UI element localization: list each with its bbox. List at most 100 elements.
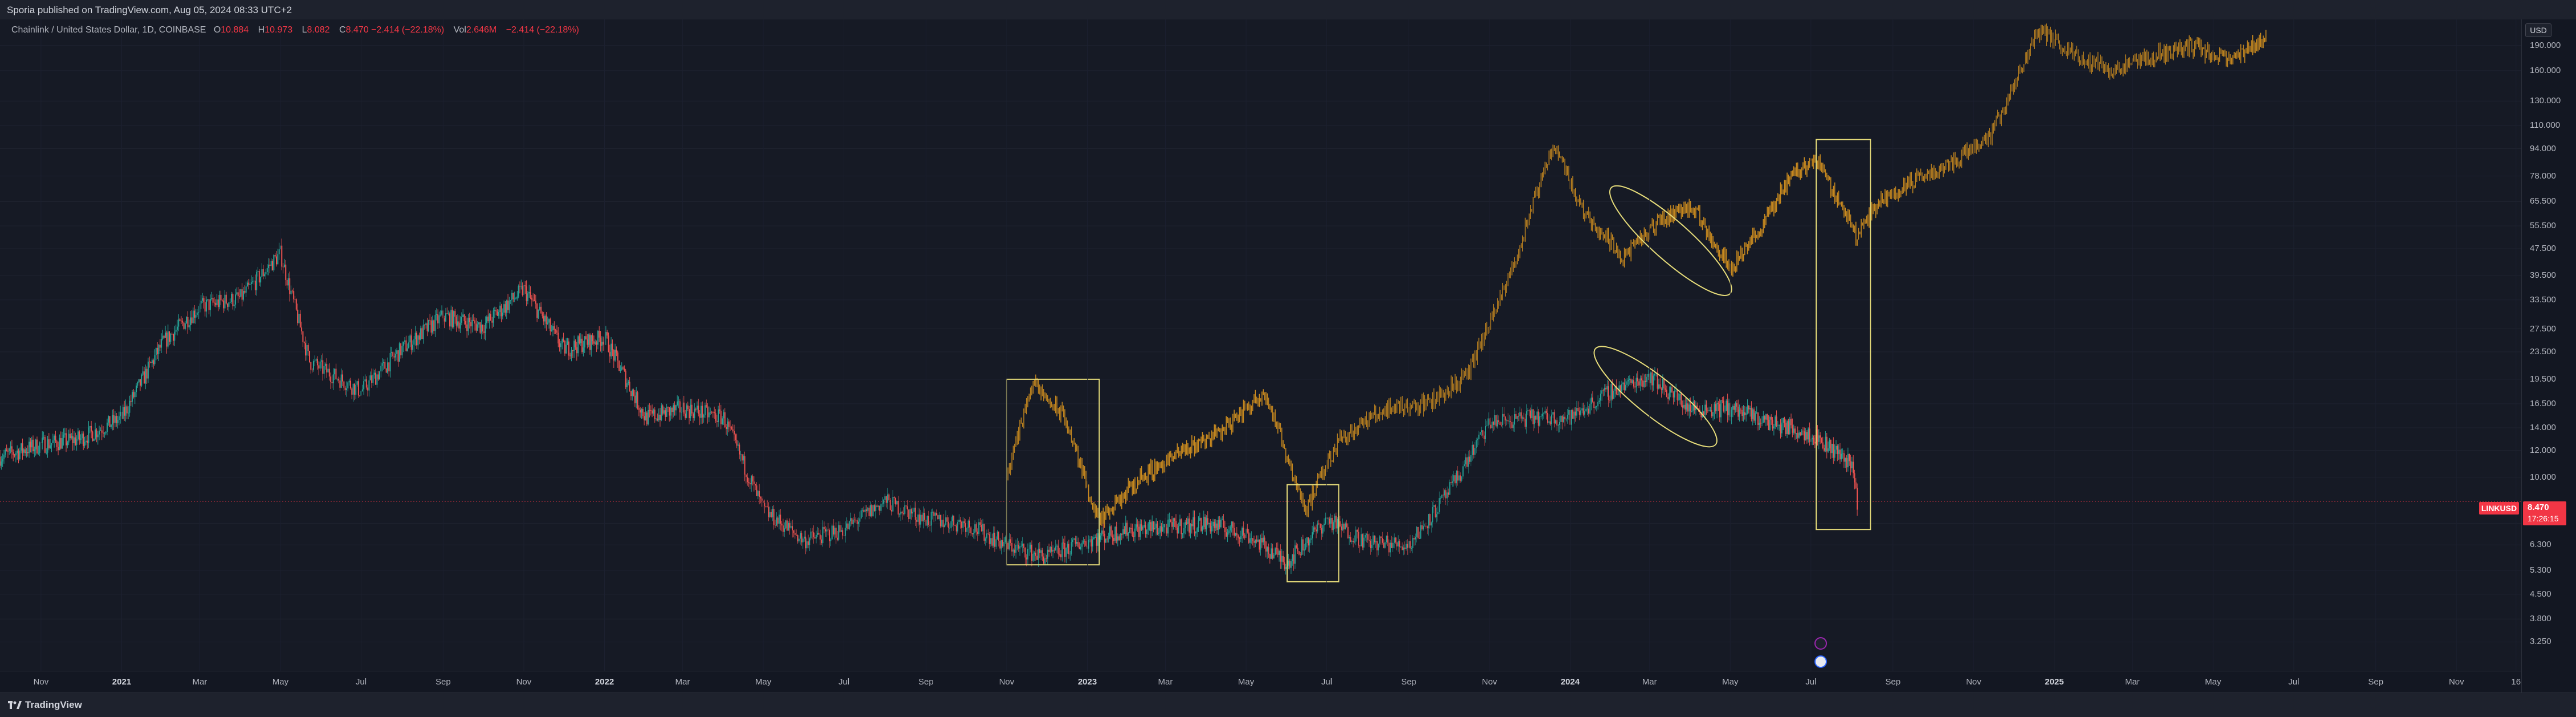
candle-body (799, 533, 801, 539)
candle-body (821, 539, 823, 544)
candle-body (809, 538, 811, 545)
candle-body (1503, 414, 1505, 417)
candle-body (814, 537, 816, 539)
candle-body (1855, 482, 1857, 488)
candle-body (1142, 526, 1143, 530)
candle-body (114, 416, 116, 423)
candle-body (897, 501, 899, 515)
candle-body (550, 319, 551, 331)
candle-body (142, 371, 144, 375)
candle-body (1718, 403, 1719, 404)
candle-body (1847, 453, 1849, 468)
candle-body (381, 363, 383, 366)
candle-body (375, 372, 377, 385)
price-scale[interactable]: 190.000 160.000 130.000 110.000 94.000 78.000… (2521, 19, 2576, 692)
candle-body (138, 379, 140, 383)
time-tick-label: May (2205, 677, 2221, 687)
candle-body (670, 407, 672, 416)
candle-body (1455, 471, 1457, 484)
candle-body (1429, 514, 1431, 526)
chart-pane[interactable] (0, 19, 2521, 692)
candle-body (436, 314, 437, 315)
event-marker-icon[interactable] (1814, 637, 1827, 650)
candle-body (1378, 544, 1379, 550)
candle-body (1330, 517, 1332, 524)
candle-body (89, 426, 91, 428)
candle-body (1593, 402, 1595, 408)
candle-body (1714, 404, 1715, 412)
candle-body (1421, 525, 1423, 530)
tradingview-logo[interactable]: TradingView (8, 699, 82, 711)
candle-body (1647, 374, 1649, 377)
candle-body (1444, 490, 1446, 496)
candle-body (355, 384, 357, 395)
candle-body (1315, 529, 1317, 532)
candle-body (429, 319, 431, 321)
price-chart[interactable] (0, 19, 2521, 671)
candle-body (270, 261, 272, 266)
candle-body (847, 523, 849, 529)
time-tick-label: Jul (2288, 677, 2300, 687)
candle-body (194, 310, 196, 318)
candle-body (698, 406, 699, 414)
candle-body (1592, 397, 1593, 402)
symbol-description[interactable]: Chainlink / United States Dollar, 1D, CO… (11, 25, 206, 35)
candle-body (546, 315, 547, 324)
candle-body (1186, 522, 1187, 524)
candle-body (727, 421, 729, 430)
candle-body (564, 341, 565, 354)
candle-body (945, 517, 947, 525)
candle-body (264, 274, 266, 277)
candle-body (1014, 549, 1015, 553)
candle-body (499, 305, 501, 313)
candle-body (1525, 411, 1527, 427)
candle-body (1130, 528, 1132, 529)
candle-body (1801, 430, 1802, 436)
candle-body (524, 285, 526, 287)
candle-body (1645, 380, 1646, 382)
candle-body (1584, 411, 1586, 415)
candle-body (1700, 412, 1702, 418)
candle-body (953, 516, 955, 525)
candle-body (290, 290, 292, 294)
candle-body (1627, 379, 1629, 382)
candle-body (368, 380, 370, 391)
candle-body (1594, 407, 1596, 408)
candle-body (1744, 412, 1745, 415)
candle-body (1833, 444, 1834, 458)
candle-body (393, 356, 395, 358)
candle-body (1688, 404, 1690, 412)
candle-body (671, 407, 673, 412)
candle-body (1113, 537, 1114, 541)
candle-body (2, 459, 3, 462)
candle-body (725, 427, 727, 430)
candle-body (1496, 420, 1498, 427)
time-scale[interactable]: Nov 2021 Mar May Jul Sep Nov 2022 Mar May Jul Sep No… (0, 671, 2521, 693)
candle-body (686, 405, 687, 418)
candle-body (597, 330, 599, 345)
candle-body (1588, 408, 1590, 414)
candle-body (1686, 403, 1687, 410)
currency-button[interactable]: USD (2525, 23, 2551, 37)
candle-body (934, 513, 936, 516)
candle-body (286, 279, 288, 286)
candle-body (1052, 549, 1054, 552)
candle-body (1422, 526, 1424, 530)
candle-body (1735, 403, 1736, 410)
candle-body (1773, 426, 1775, 429)
candle-body (479, 322, 481, 333)
candle-body (52, 440, 54, 443)
candle-body (825, 529, 827, 532)
candle-body (421, 328, 423, 339)
candle-body (951, 516, 953, 521)
candle-body (1566, 415, 1568, 419)
candle-body (547, 322, 548, 324)
candle-body (289, 278, 291, 294)
flag-event-icon[interactable] (1814, 655, 1827, 668)
candle-body (1411, 548, 1413, 549)
candle-body (77, 431, 79, 440)
candle-body (68, 434, 70, 443)
candle-body (1634, 386, 1636, 388)
candle-body (715, 413, 717, 421)
close-value: 8.470 −2.414 (−22.18%) (345, 25, 445, 35)
